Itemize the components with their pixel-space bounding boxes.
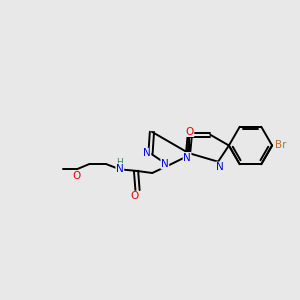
Text: H: H	[116, 158, 123, 167]
Text: N: N	[116, 164, 124, 174]
Text: N: N	[216, 162, 224, 172]
Text: N: N	[161, 159, 169, 169]
Text: O: O	[185, 127, 194, 136]
Text: O: O	[72, 171, 80, 181]
Text: N: N	[183, 153, 191, 163]
Text: O: O	[130, 191, 139, 201]
Text: N: N	[143, 148, 151, 158]
Text: Br: Br	[275, 140, 286, 151]
